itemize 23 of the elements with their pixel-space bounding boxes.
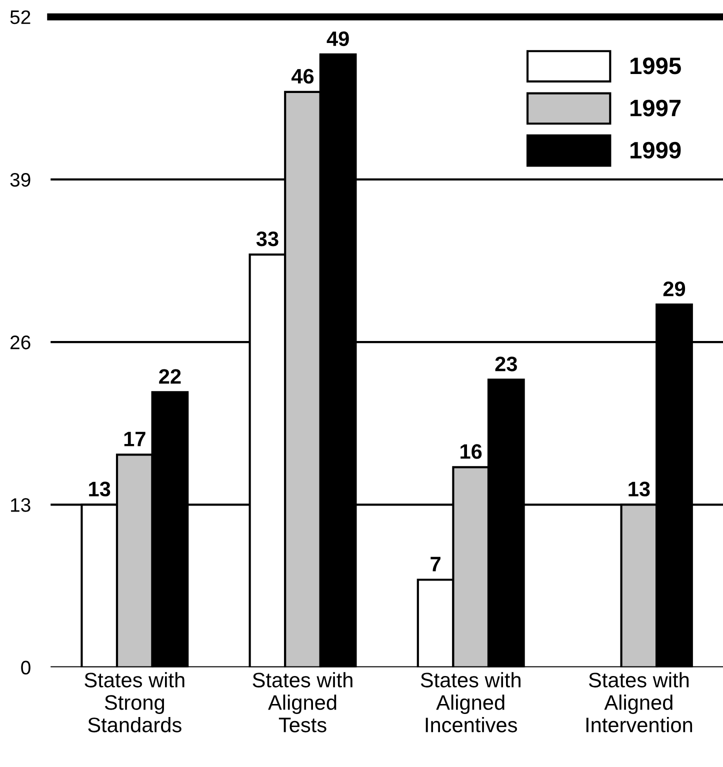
x-tick-label: States with Aligned Incentives: [420, 672, 520, 732]
data-label: 17: [124, 432, 146, 446]
legend-label: 1995: [630, 58, 681, 74]
data-label: 13: [628, 482, 650, 496]
y-tick-label: 52: [10, 10, 30, 24]
data-label: 13: [89, 482, 110, 496]
x-tick-label: States with Aligned Intervention: [586, 672, 692, 732]
x-tick-label: States with Aligned Tests: [252, 672, 352, 732]
y-tick-label: 39: [10, 172, 30, 187]
x-tick-label: States with Strong Standards: [84, 672, 184, 732]
y-tick-label: 26: [10, 336, 30, 350]
legend-label: 1997: [630, 100, 681, 116]
data-label: 46: [291, 68, 314, 84]
data-label: 49: [326, 31, 349, 46]
y-tick-label: 13: [11, 498, 30, 512]
data-label: 22: [159, 369, 181, 384]
data-label: 23: [495, 356, 517, 372]
y-tick-label: 0: [21, 660, 30, 675]
data-label: 33: [256, 231, 278, 246]
data-label: 7: [430, 556, 440, 572]
data-label: 16: [460, 444, 482, 459]
data-label: 29: [663, 282, 686, 296]
legend-label: 1999: [630, 142, 681, 159]
